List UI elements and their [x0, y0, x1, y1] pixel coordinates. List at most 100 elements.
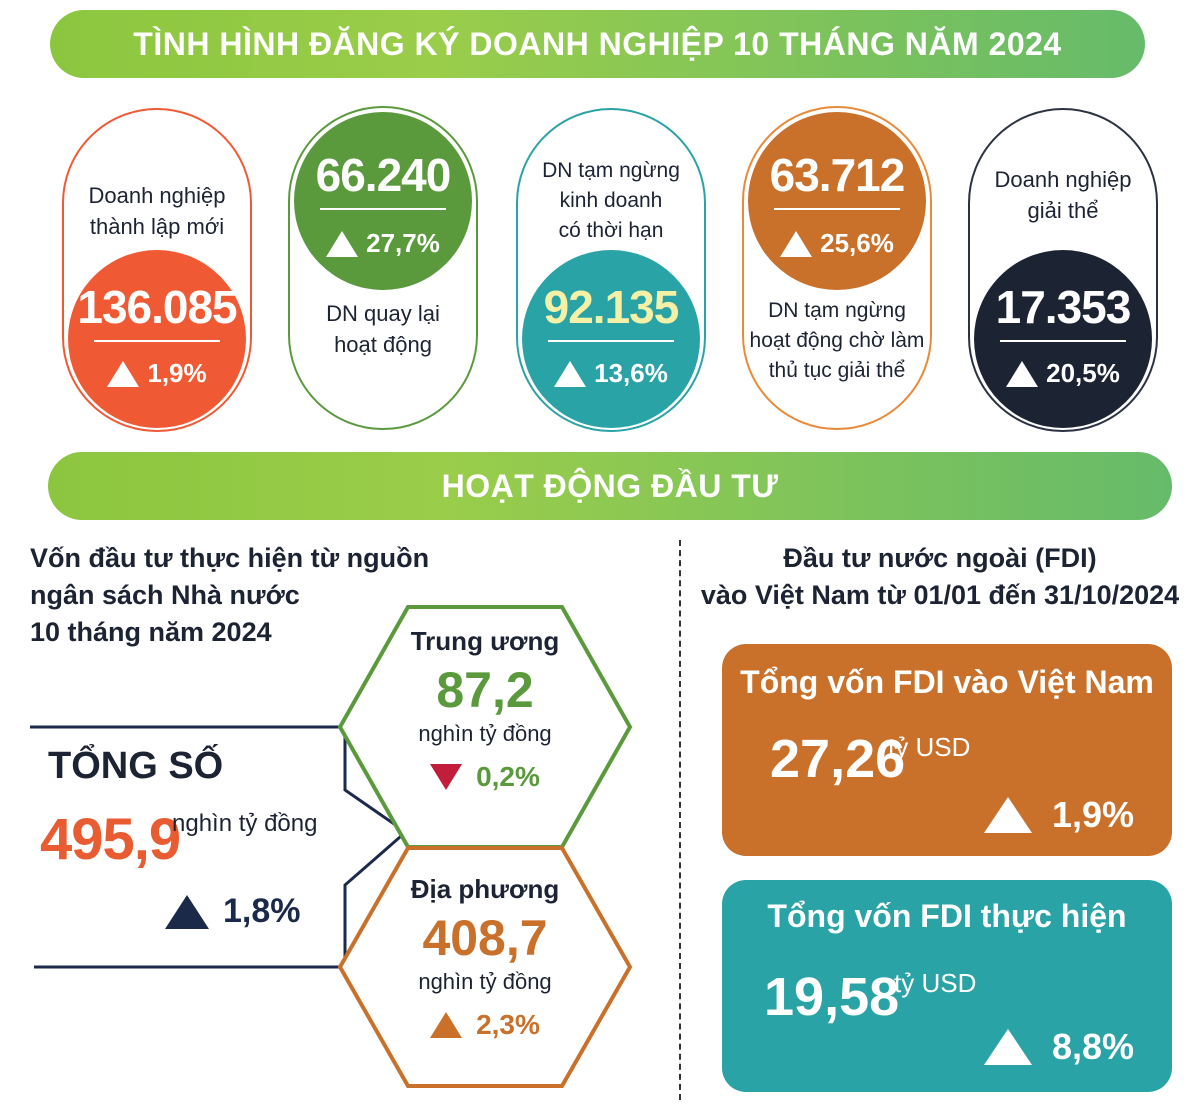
- registration-banner: TÌNH HÌNH ĐĂNG KÝ DOANH NGHIỆP 10 THÁNG …: [50, 10, 1145, 78]
- up-triangle-icon: [780, 230, 813, 257]
- label-line: hoạt động: [334, 332, 432, 357]
- separator: [320, 208, 446, 210]
- value-circle: 136.085 1,9%: [68, 250, 246, 428]
- up-triangle-icon: [984, 1029, 1032, 1065]
- separator: [774, 208, 900, 210]
- separator: [1000, 340, 1126, 342]
- central-title: Trung ương: [410, 626, 560, 656]
- central-change: 0,2%: [375, 761, 595, 793]
- card-value: 92.135: [543, 281, 680, 333]
- label-line: kinh doanh: [559, 189, 663, 212]
- fdi-registered-unit: tỷ USD: [888, 732, 971, 762]
- label-line: thành lập mới: [89, 214, 225, 239]
- central-budget: Trung ương 87,2 nghìn tỷ đồng 0,2%: [375, 626, 595, 793]
- down-triangle-icon: [430, 764, 463, 790]
- change-text: 25,6%: [820, 228, 894, 258]
- connector-bottom-line: [34, 938, 347, 969]
- card-new-businesses: Doanh nghiệp thành lập mới 136.085 1,9%: [62, 108, 252, 432]
- card-dissolved-businesses: Doanh nghiệp giải thể 17.353 20,5%: [968, 108, 1158, 432]
- title-line: Đầu tư nước ngoài (FDI): [783, 543, 1097, 573]
- central-value: 87,2: [436, 662, 534, 718]
- up-triangle-icon: [165, 894, 209, 929]
- total-unit: nghìn tỷ đồng: [172, 810, 318, 837]
- card-change: 25,6%: [748, 228, 926, 259]
- up-triangle-icon: [430, 1012, 463, 1038]
- label-line: DN tạm ngừng: [542, 159, 680, 182]
- card-label: Doanh nghiệp giải thể: [978, 164, 1148, 226]
- change-text: 1,9%: [147, 358, 207, 388]
- total-value: 495,9: [40, 807, 181, 872]
- fdi-registered-value: 27,26: [770, 729, 906, 789]
- separator: [548, 340, 674, 342]
- card-change: 13,6%: [522, 358, 700, 389]
- change-text: 8,8%: [1052, 1026, 1135, 1067]
- value-circle: 66.240 27,7%: [294, 112, 472, 290]
- investment-banner: HOẠT ĐỘNG ĐẦU TƯ: [48, 452, 1172, 520]
- separator: [94, 340, 220, 342]
- change-text: 20,5%: [1046, 358, 1120, 388]
- hexagon-local: [337, 846, 633, 1088]
- change-text: 13,6%: [594, 358, 668, 388]
- fdi-disbursed-unit: tỷ USD: [894, 968, 977, 998]
- change-text: 1,8%: [223, 892, 301, 930]
- fdi-disbursed-value: 19,58: [764, 967, 900, 1027]
- title-line: vào Việt Nam từ 01/01 đến 31/10/2024: [700, 580, 1180, 610]
- change-text: 27,7%: [366, 228, 440, 258]
- value-circle: 17.353 20,5%: [974, 250, 1152, 428]
- total-label: TỔNG SỐ: [48, 745, 224, 787]
- value-circle: 63.712 25,6%: [748, 112, 926, 290]
- label-line: Doanh nghiệp: [88, 183, 226, 208]
- local-value: 408,7: [422, 910, 548, 966]
- local-budget: Địa phương 408,7 nghìn tỷ đồng 2,3%: [375, 874, 595, 1041]
- card-value: 63.712: [769, 149, 906, 201]
- up-triangle-icon: [984, 797, 1032, 833]
- card-awaiting-dissolution: 63.712 25,6% DN tạm ngừng hoạt động chờ …: [742, 106, 932, 430]
- card-label: DN tạm ngừng kinh doanh có thời hạn: [526, 156, 696, 246]
- local-title: Địa phương: [410, 874, 560, 904]
- card-label: DN tạm ngừng hoạt động chờ làm thủ tục g…: [746, 296, 928, 386]
- card-value: 17.353: [995, 281, 1132, 333]
- fdi-title: Đầu tư nước ngoài (FDI) vào Việt Nam từ …: [690, 540, 1190, 614]
- title-line: 10 tháng năm 2024: [30, 617, 272, 647]
- value-circle: 92.135 13,6%: [522, 250, 700, 428]
- title-line: ngân sách Nhà nước: [30, 580, 300, 610]
- card-value: 136.085: [77, 281, 237, 333]
- fdi-registered-box: Tổng vốn FDI vào Việt Nam 27,26 tỷ USD 1…: [722, 644, 1172, 856]
- column-divider: [679, 540, 681, 1100]
- hexagon-connectors: [30, 605, 633, 1088]
- card-returned-businesses: 66.240 27,7% DN quay lại hoạt động: [288, 106, 478, 430]
- local-unit: nghìn tỷ đồng: [418, 969, 552, 994]
- up-triangle-icon: [554, 360, 587, 387]
- up-triangle-icon: [1006, 360, 1039, 387]
- label-line: giải thể: [1027, 198, 1099, 223]
- fdi-registered-change: 1,9%: [984, 794, 1134, 836]
- card-change: 1,9%: [68, 358, 246, 389]
- up-triangle-icon: [326, 230, 359, 257]
- fdi-registered-title: Tổng vốn FDI vào Việt Nam: [740, 664, 1154, 700]
- change-text: 1,9%: [1052, 794, 1135, 835]
- change-text: 2,3%: [476, 1009, 540, 1040]
- local-change: 2,3%: [375, 1009, 595, 1041]
- card-change: 20,5%: [974, 358, 1152, 389]
- connector-mid-line: [343, 828, 409, 938]
- card-change: 27,7%: [294, 228, 472, 259]
- central-unit: nghìn tỷ đồng: [418, 721, 552, 746]
- card-suspended-businesses: DN tạm ngừng kinh doanh có thời hạn 92.1…: [516, 108, 706, 432]
- label-line: có thời hạn: [558, 219, 664, 242]
- label-line: thủ tục giải thể: [768, 359, 906, 382]
- title-line: Vốn đầu tư thực hiện từ nguồn: [30, 543, 430, 573]
- label-line: Doanh nghiệp: [994, 167, 1132, 192]
- total-change: 1,8%: [165, 892, 301, 931]
- label-line: DN quay lại: [326, 301, 440, 326]
- card-label: DN quay lại hoạt động: [298, 298, 468, 360]
- up-triangle-icon: [107, 360, 140, 387]
- label-line: DN tạm ngừng: [768, 299, 906, 322]
- card-value: 66.240: [315, 149, 452, 201]
- card-label: Doanh nghiệp thành lập mới: [72, 180, 242, 242]
- change-text: 0,2%: [476, 761, 540, 792]
- fdi-disbursed-title: Tổng vốn FDI thực hiện: [767, 898, 1127, 934]
- state-budget-title: Vốn đầu tư thực hiện từ nguồn ngân sách …: [30, 540, 429, 651]
- fdi-disbursed-change: 8,8%: [984, 1026, 1134, 1068]
- label-line: hoạt động chờ làm: [749, 329, 925, 352]
- fdi-disbursed-box: Tổng vốn FDI thực hiện 19,58 tỷ USD 8,8%: [722, 880, 1172, 1092]
